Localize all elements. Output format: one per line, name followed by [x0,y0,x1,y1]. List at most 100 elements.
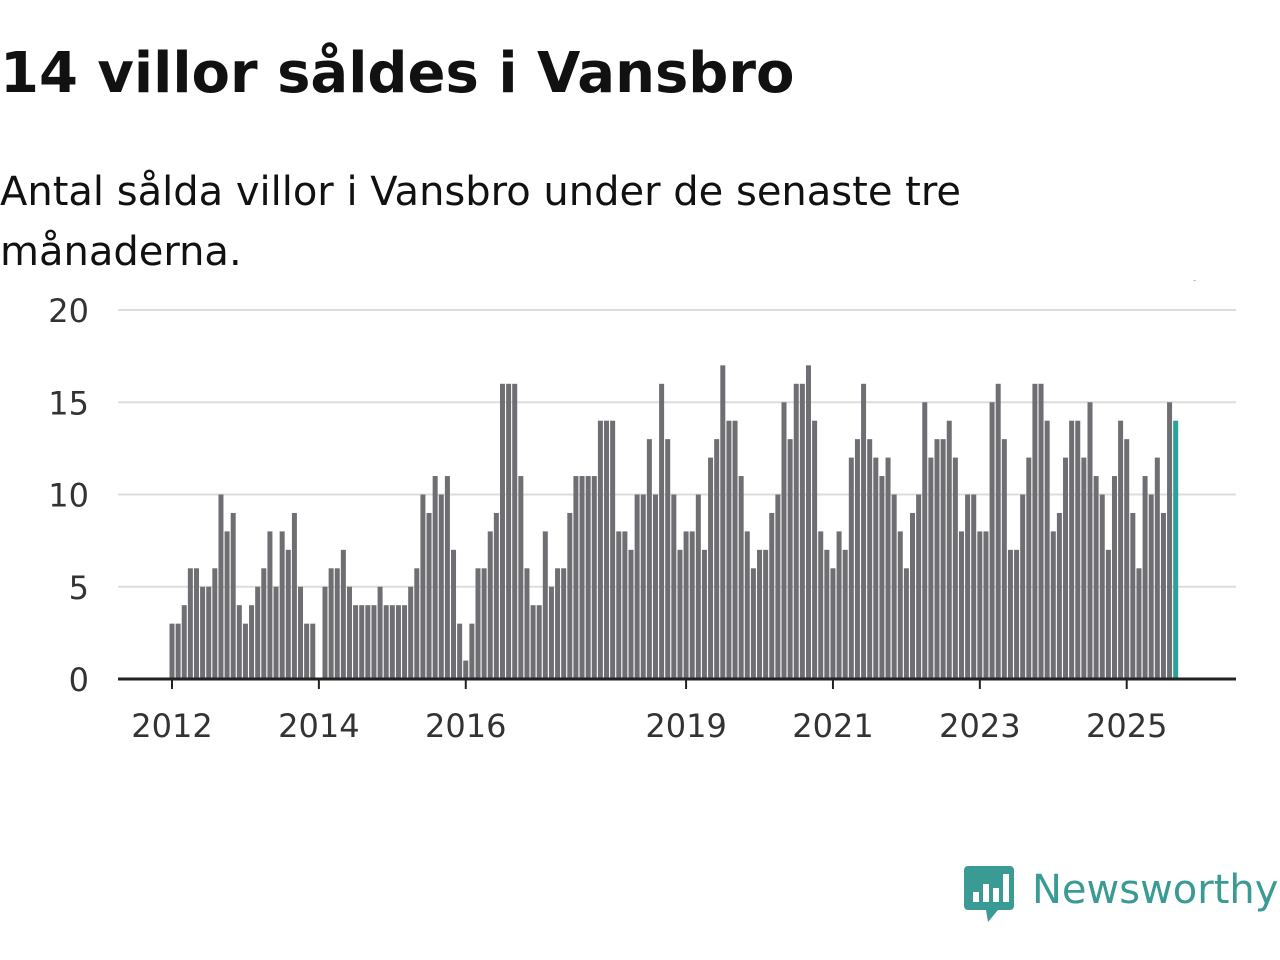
bar [591,476,597,679]
bar [910,512,916,679]
x-tick-label: 2019 [645,707,726,745]
bar [1014,549,1020,679]
bar [1056,512,1062,679]
bar [475,568,481,679]
bar [995,383,1001,679]
bar [604,420,610,679]
bar [463,660,469,679]
annotations: 14 [1163,280,1201,288]
bar [438,494,444,679]
bar [787,439,793,679]
bar [738,476,744,679]
bar [193,568,199,679]
bar [1038,383,1044,679]
x-tick-label: 2016 [425,707,506,745]
bar [799,383,805,679]
bar [689,531,695,679]
bar [1136,568,1142,679]
bar-highlight [1173,420,1179,679]
bar [854,439,860,679]
bar [732,420,738,679]
bar [836,531,842,679]
bar [298,586,304,679]
bar [640,494,646,679]
bar [530,605,536,679]
bar [457,623,463,679]
bar [1167,402,1173,679]
bar [616,531,622,679]
bar [1105,549,1111,679]
bar [965,494,971,679]
bar [542,531,548,679]
bar [1081,457,1087,679]
bar [818,531,824,679]
bar [677,549,683,679]
y-axis-ticks: 0 5 10 15 20 [48,292,89,699]
bar [340,549,346,679]
x-tick-label: 2012 [131,707,212,745]
bar [903,568,909,679]
bar [983,531,989,679]
bar [200,586,206,679]
bar [665,439,671,679]
bar [628,549,634,679]
bar [989,402,995,679]
bar [548,586,554,679]
newsworthy-logo: Newsworthy [962,862,1280,930]
bar [169,623,175,679]
bar [610,420,616,679]
bar [1118,420,1124,679]
bar [230,512,236,679]
bar [652,494,658,679]
bar [824,549,830,679]
bar [891,494,897,679]
bar [861,383,867,679]
bar [353,605,359,679]
bar [1020,494,1026,679]
bar [720,365,726,679]
bar [659,383,665,679]
bar [1148,494,1154,679]
bar [634,494,640,679]
bar [524,568,530,679]
bar [555,568,561,679]
bar [805,365,811,679]
bar [830,568,836,679]
bar [236,605,242,679]
x-tick-label: 2014 [278,707,359,745]
bar [769,512,775,679]
bar [946,420,952,679]
bar [928,457,934,679]
bars [169,365,1179,679]
bar [389,605,395,679]
bar [1026,457,1032,679]
bar [267,531,273,679]
bar [175,623,181,679]
bar [328,568,334,679]
bar [261,568,267,679]
y-tick-label: 10 [48,477,89,515]
bar [897,531,903,679]
bar [714,439,720,679]
bar [726,420,732,679]
bar [585,476,591,679]
bar [487,531,493,679]
bar [359,605,365,679]
bar [224,531,230,679]
bar [757,549,763,679]
bar [304,623,310,679]
bar [922,402,928,679]
bar [279,531,285,679]
bar [212,568,218,679]
bar [512,383,518,679]
bar [1093,476,1099,679]
bar [506,383,512,679]
bar [322,586,328,679]
bar [763,549,769,679]
bar [402,605,408,679]
bar [775,494,781,679]
gridlines [118,309,1236,588]
bar [273,586,279,679]
bar [916,494,922,679]
bar [867,439,873,679]
